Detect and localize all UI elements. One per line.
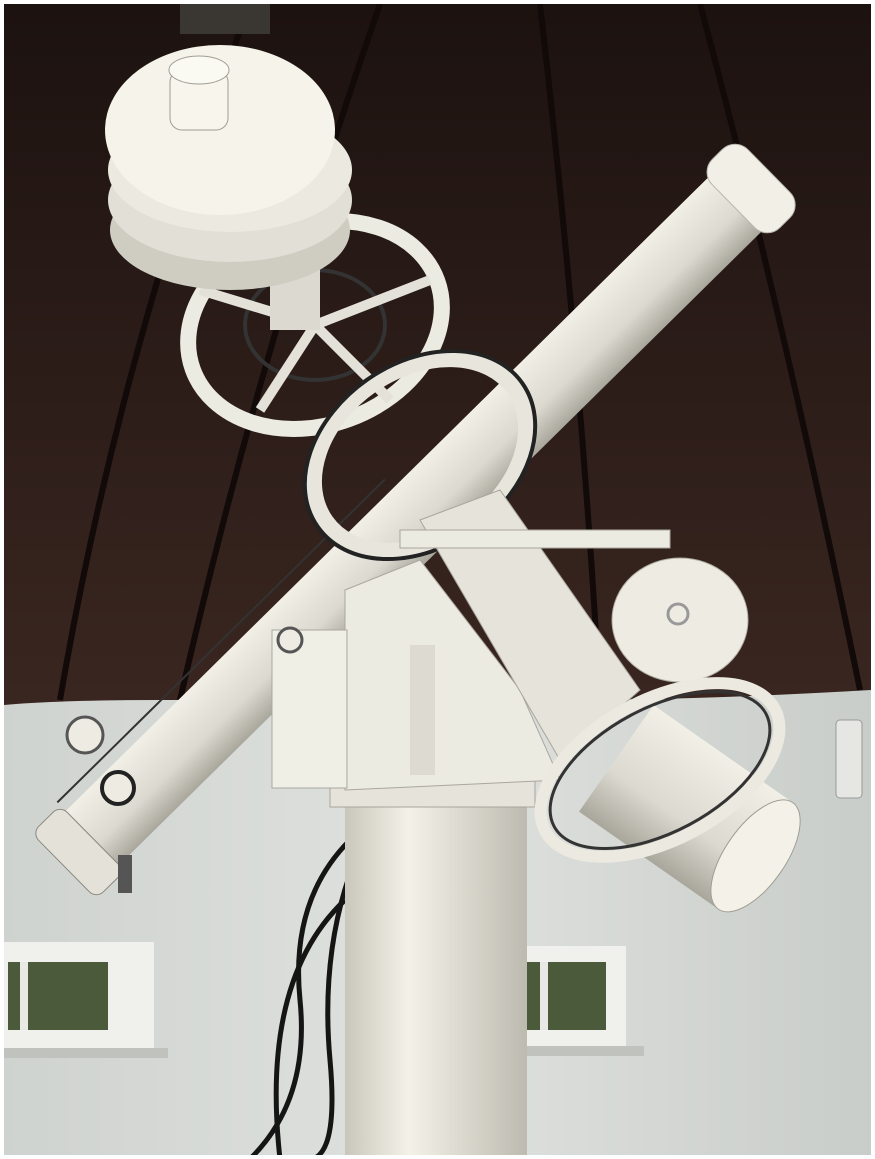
arm-rod [399,529,671,549]
spoke [313,275,432,330]
window-left [4,942,168,1058]
mount-side-box [271,629,348,789]
window-sill [4,1048,168,1058]
cables [248,838,358,1159]
wall-lamp [835,719,863,799]
window-mullion [20,962,28,1030]
cylinder-end [710,799,801,913]
cylinder-weight [578,705,801,913]
rib [697,3,863,691]
handle [118,855,132,893]
mount-rib [410,645,435,775]
fitting [100,770,136,806]
lower-wheel [534,677,786,863]
declination-arm [419,489,641,761]
fitting [65,715,105,755]
lower-belt [548,689,772,851]
knob-top [168,55,230,85]
weight-bolt [666,602,690,626]
spoke [255,322,320,413]
window-mullion [540,962,548,1030]
main-tube [35,143,796,896]
window-sill [518,1046,644,1056]
dome-slit [180,4,270,34]
cable [300,859,358,1159]
window-right [518,946,644,1056]
fitting [276,626,304,654]
tube-end [706,143,796,234]
eyepiece-end [35,808,122,896]
rib [177,3,383,701]
pillar [345,805,527,1159]
top-counterweight [105,45,352,330]
window-pane [524,962,606,1030]
cable [273,898,347,1159]
small-counterweight [611,557,749,683]
cable [248,838,352,1159]
weight-top [105,45,335,215]
tube-body [52,166,774,878]
